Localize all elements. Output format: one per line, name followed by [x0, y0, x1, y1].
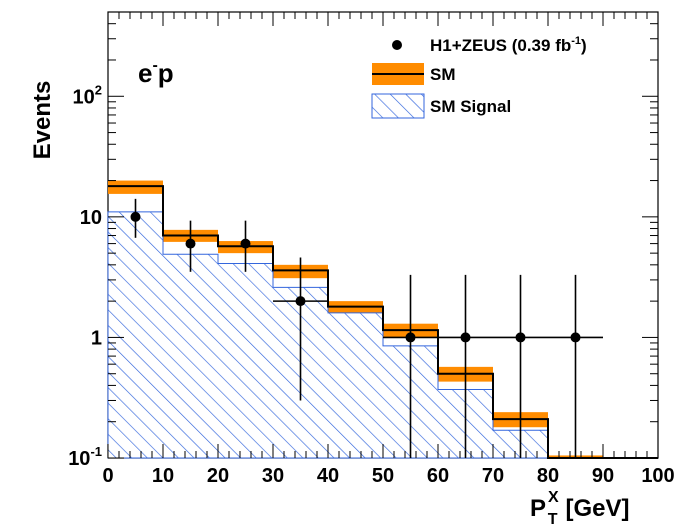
data-point [130, 211, 141, 222]
panel-label-sup: - [152, 57, 157, 74]
x-tick-label: 20 [207, 465, 229, 487]
data-point [185, 238, 196, 249]
data-point [515, 332, 526, 343]
x-tick-label: 100 [641, 465, 674, 487]
x-axis-title-unit: [GeV] [565, 495, 629, 522]
x-tick-label: 70 [482, 465, 504, 487]
sm-band-bin [108, 180, 163, 194]
sm-histogram-line [108, 185, 658, 459]
legend-data-marker [392, 40, 402, 50]
legend-sm-label: SM [430, 65, 456, 84]
x-tick-label: 50 [372, 465, 394, 487]
legend-data-label-text: H1+ZEUS (0.39 fb [430, 36, 571, 55]
x-axis-title: P X T [GeV] [530, 489, 629, 528]
x-axis-title-sub: T [548, 511, 558, 528]
legend-entry-signal: SM Signal [371, 93, 511, 119]
legend-signal-label: SM Signal [430, 97, 511, 116]
panel-label-rest: p [158, 58, 174, 88]
legend-entry-sm: SM [372, 63, 456, 85]
data-points-layer [130, 198, 603, 458]
y-tick-label: 1 [91, 327, 102, 349]
y-axis-title: Events [29, 81, 56, 160]
data-point [295, 296, 306, 307]
data-point [405, 332, 416, 343]
legend-data-label: H1+ZEUS (0.39 fb-1) [430, 35, 587, 55]
legend-data-label-sup: -1 [571, 35, 581, 47]
y-tick-label: 10-1 [68, 444, 102, 470]
y-tick-label: 102 [73, 82, 102, 108]
x-tick-label: 60 [427, 465, 449, 487]
y-tick-label-base: 10 [73, 86, 95, 108]
data-point [240, 238, 251, 249]
legend-data-label-close: ) [581, 36, 587, 55]
y-tick-label-base: 10 [68, 448, 90, 470]
x-tick-label: 90 [592, 465, 614, 487]
x-tick-label: 30 [262, 465, 284, 487]
x-tick-label: 80 [537, 465, 559, 487]
panel-label: e-p [138, 57, 174, 88]
legend: H1+ZEUS (0.39 fb-1) SM SM Signal [371, 35, 587, 119]
x-tick-label: 10 [152, 465, 174, 487]
x-axis-title-main: P [530, 495, 546, 522]
legend-entry-data: H1+ZEUS (0.39 fb-1) [392, 35, 587, 55]
panel-label-base: e [138, 58, 152, 88]
legend-signal-swatch [371, 93, 425, 119]
y-tick-label: 10 [80, 207, 102, 229]
x-tick-label: 0 [102, 465, 113, 487]
sm-line-layer [108, 185, 658, 459]
data-point [460, 332, 471, 343]
data-point [570, 332, 581, 343]
y-tick-label-exp: 2 [95, 82, 102, 97]
y-tick-label-exp: -1 [90, 444, 102, 459]
x-tick-label: 40 [317, 465, 339, 487]
x-axis-title-sup: X [548, 489, 559, 506]
